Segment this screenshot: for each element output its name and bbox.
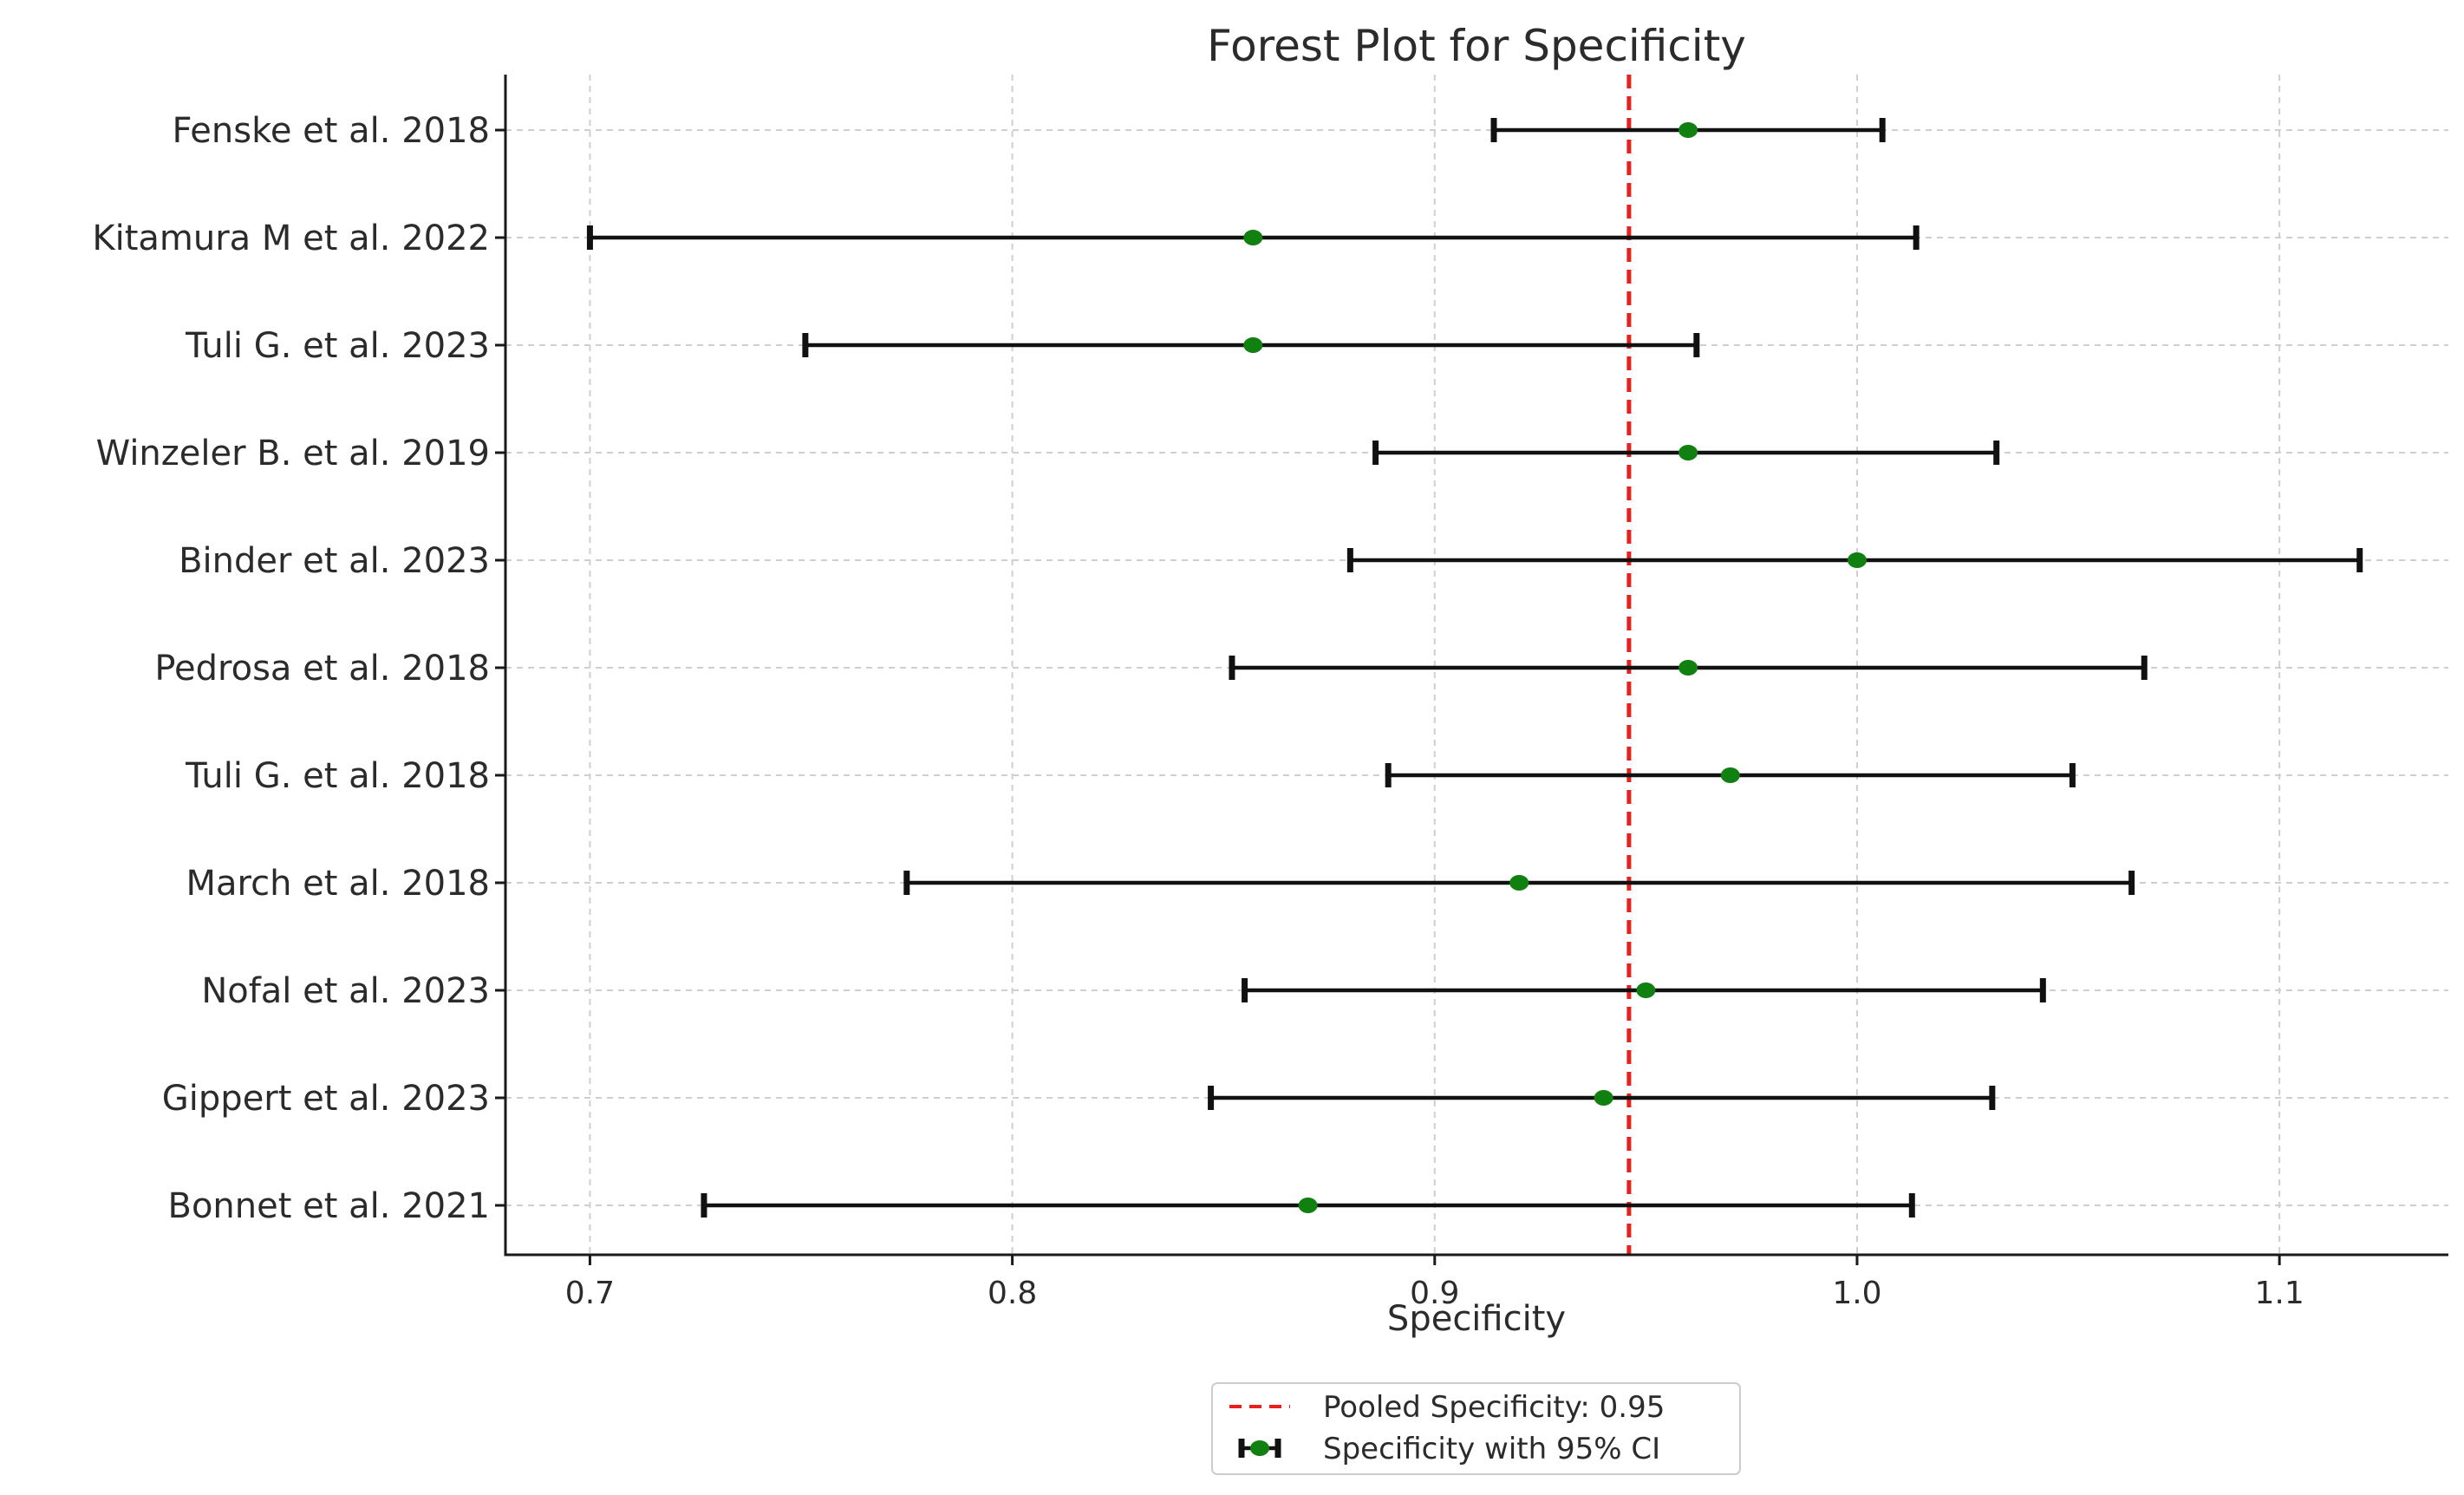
point-estimate: [1636, 983, 1656, 998]
study-label: Winzeler B. et al. 2019: [96, 434, 490, 473]
x-axis-label: Specificity: [1387, 1299, 1566, 1339]
study-intervals: [586, 118, 2363, 1218]
chart-title: Forest Plot for Specificity: [1207, 21, 1746, 71]
point-estimate: [1720, 767, 1740, 783]
point-estimate: [1679, 445, 1698, 460]
x-tick-label: 1.0: [1832, 1276, 1881, 1311]
legend: Pooled Specificity: 0.95 Specificity wit…: [1211, 1382, 1741, 1475]
x-tick-label: 0.9: [1410, 1276, 1459, 1311]
study-label: March et al. 2018: [186, 864, 490, 904]
x-tick-label: 1.1: [2254, 1276, 2304, 1311]
study-label: Binder et al. 2023: [179, 541, 490, 581]
study-label: Gippert et al. 2023: [162, 1079, 490, 1119]
grid-lines: [505, 75, 2448, 1255]
study-label: Bonnet et al. 2021: [168, 1186, 490, 1226]
legend-frame: [1211, 1382, 1741, 1475]
point-estimate: [1679, 660, 1698, 676]
legend-series-label: Specificity with 95% CI: [1323, 1432, 1660, 1466]
study-label: Tuli G. et al. 2023: [185, 326, 490, 366]
point-estimate: [1594, 1090, 1613, 1106]
study-label: Tuli G. et al. 2018: [185, 756, 490, 796]
point-estimate: [1509, 875, 1529, 891]
point-estimate: [1243, 230, 1263, 245]
point-estimate: [1243, 337, 1263, 353]
axes: 0.7 0.8 0.9 1.0 1.1 Fenske et al. 2018 Kitamur…: [92, 75, 2448, 1311]
point-estimate: [1679, 122, 1698, 138]
point-estimate: [1298, 1198, 1318, 1213]
legend-pooled-label: Pooled Specificity: 0.95: [1323, 1390, 1665, 1425]
study-label: Kitamura M et al. 2022: [92, 219, 490, 258]
point-estimate: [1847, 552, 1867, 568]
axis-spines: [504, 75, 2448, 1257]
study-label: Nofal et al. 2023: [201, 971, 490, 1011]
study-label: Pedrosa et al. 2018: [154, 649, 490, 689]
x-tick-label: 0.8: [988, 1276, 1037, 1311]
x-tick-label: 0.7: [565, 1276, 615, 1311]
legend-ci-swatch: [1238, 1439, 1281, 1458]
study-label: Fenske et al. 2018: [172, 111, 490, 151]
